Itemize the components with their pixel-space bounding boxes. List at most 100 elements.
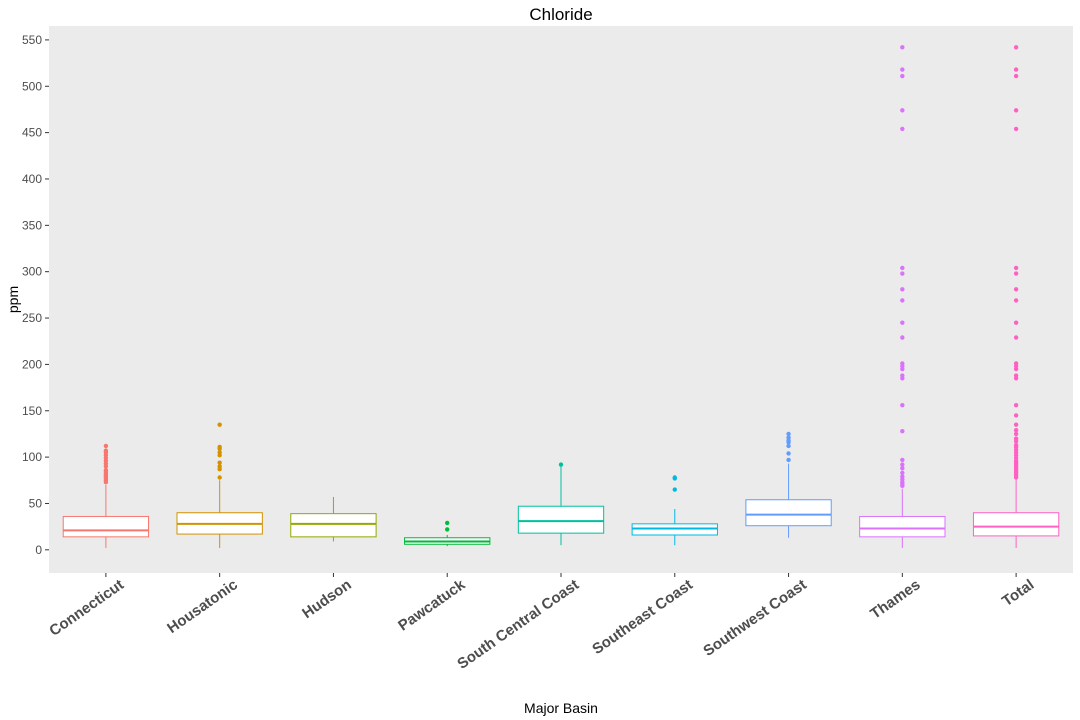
outlier-point	[786, 431, 791, 437]
outlier-point	[672, 487, 677, 492]
outlier-point	[900, 462, 905, 467]
box-southwest-coast	[745, 431, 832, 538]
outlier-point	[1013, 413, 1019, 418]
outlier-point	[900, 457, 905, 463]
outlier-point	[900, 67, 905, 72]
box-hudson	[290, 496, 377, 542]
outlier-point	[445, 520, 450, 526]
outlier-point	[558, 462, 564, 467]
y-tick-label: 50	[29, 496, 43, 510]
iqr-box	[745, 499, 832, 527]
outlier-point	[103, 443, 109, 449]
iqr-box	[859, 515, 946, 538]
outlier-point	[900, 335, 905, 340]
outlier-point	[1013, 271, 1019, 276]
y-tick-label: 100	[22, 450, 42, 464]
outlier-point	[103, 448, 109, 453]
outlier-point	[217, 444, 222, 450]
y-tick-label: 250	[22, 311, 42, 325]
y-tick-label: 350	[22, 218, 42, 232]
x-tick-label: Pawcatuck	[395, 576, 469, 635]
iqr-box	[517, 505, 605, 534]
y-tick-label: 200	[22, 357, 42, 371]
outlier-point	[1013, 436, 1019, 441]
chart-title: Chloride	[529, 5, 592, 24]
outlier-point	[786, 457, 791, 463]
outlier-point	[786, 451, 791, 456]
outlier-point	[1013, 298, 1019, 303]
outlier-point	[900, 126, 905, 132]
outlier-point	[1013, 73, 1019, 79]
outlier-point	[1013, 320, 1019, 325]
outlier-point	[217, 422, 222, 427]
box-south-central-coast	[517, 462, 605, 546]
outlier-point	[900, 320, 905, 325]
x-tick-label: South Central Coast	[454, 576, 582, 673]
outlier-point	[900, 466, 905, 471]
outlier-point	[1013, 335, 1019, 340]
box-housatonic	[176, 422, 263, 548]
outlier-point	[217, 475, 222, 480]
outlier-point	[217, 450, 222, 455]
outlier-point	[900, 402, 905, 408]
outlier-point	[900, 45, 905, 50]
iqr-box	[290, 513, 377, 538]
x-axis-title: Major Basin	[524, 700, 598, 716]
outlier-point	[1013, 373, 1019, 378]
outlier-point	[900, 108, 905, 113]
outlier-point	[1013, 67, 1019, 72]
x-tick-label: Connecticut	[46, 576, 127, 640]
box-group	[62, 45, 1060, 548]
outlier-point	[900, 470, 905, 476]
y-tick-label: 300	[22, 265, 42, 279]
outlier-point	[1013, 45, 1019, 50]
outlier-point	[786, 443, 791, 449]
outlier-point	[1013, 265, 1019, 271]
y-tick-label: 500	[22, 79, 42, 93]
iqr-box	[972, 512, 1060, 537]
outlier-point	[900, 298, 905, 303]
outlier-point	[900, 265, 905, 271]
x-tick-label: Southwest Coast	[700, 576, 809, 660]
outlier-point	[1013, 442, 1019, 448]
outlier-point	[1013, 402, 1019, 408]
y-tick-label: 550	[22, 33, 42, 47]
outlier-point	[1013, 108, 1019, 113]
outlier-point	[900, 474, 905, 479]
x-tick-label: Housatonic	[164, 576, 241, 637]
y-axis-title: ppm	[5, 286, 21, 313]
box-thames	[859, 45, 946, 548]
iqr-box	[62, 515, 150, 538]
y-tick-label: 400	[22, 172, 42, 186]
outlier-point	[445, 527, 450, 532]
outlier-point	[103, 467, 109, 473]
outlier-point	[900, 361, 905, 366]
y-axis: 0 50 100 150 200 250 300 350 400 450 500 550	[22, 33, 49, 557]
y-tick-label: 150	[22, 404, 42, 418]
outlier-point	[1013, 361, 1019, 366]
outlier-point	[900, 73, 905, 79]
x-axis: Connecticut Housatonic Hudson PawcatuckSout…	[46, 573, 1037, 673]
outlier-point	[900, 271, 905, 276]
outlier-point	[1013, 126, 1019, 132]
box-total	[972, 45, 1060, 548]
outlier-point	[217, 464, 222, 469]
box-connecticut	[62, 443, 150, 548]
outlier-point	[1013, 287, 1019, 292]
outlier-point	[900, 287, 905, 292]
outlier-point	[900, 428, 905, 434]
box-southeast-coast	[631, 475, 718, 546]
box-pawcatuck	[404, 520, 491, 547]
y-tick-label: 0	[35, 543, 42, 557]
outlier-point	[1013, 431, 1019, 437]
outlier-point	[786, 435, 791, 440]
x-tick-label: Southeast Coast	[589, 576, 696, 658]
outlier-point	[1013, 422, 1019, 427]
outlier-point	[217, 460, 222, 465]
outlier-point	[1013, 428, 1019, 433]
x-tick-label: Hudson	[299, 576, 354, 622]
outlier-point	[900, 373, 905, 378]
x-tick-label: Total	[999, 576, 1037, 610]
outlier-point	[672, 475, 677, 480]
